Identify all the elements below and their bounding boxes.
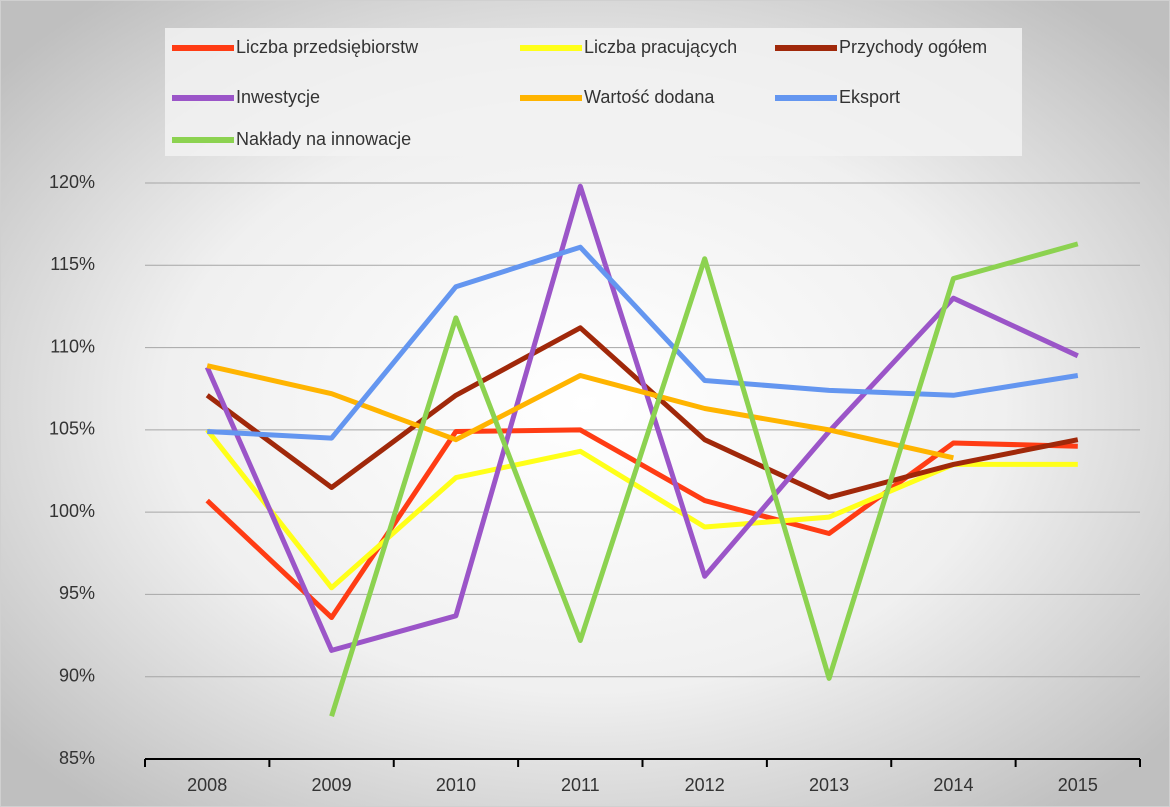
x-tick-label: 2008: [187, 775, 227, 795]
x-tick-label: 2009: [312, 775, 352, 795]
x-tick-label: 2011: [561, 775, 600, 795]
series-line: [205, 428, 1078, 591]
y-tick-label: 85%: [59, 748, 95, 768]
legend-box: [165, 28, 1022, 156]
x-tick-label: 2012: [685, 775, 725, 795]
legend-label: Liczba pracujących: [584, 37, 737, 57]
legend-label: Wartość dodana: [584, 87, 715, 107]
y-tick-label: 105%: [49, 419, 95, 439]
series-line: [206, 363, 954, 461]
legend-label: Liczba przedsiębiorstw: [236, 37, 419, 57]
x-tick-label: 2015: [1058, 775, 1098, 795]
series-line: [329, 241, 1079, 717]
series-line: [205, 427, 1078, 620]
legend-label: Eksport: [839, 87, 900, 107]
y-tick-label: 120%: [49, 172, 95, 192]
y-tick-label: 110%: [50, 336, 95, 356]
y-tick-label: 115%: [50, 254, 95, 274]
legend-label: Inwestycje: [236, 87, 320, 107]
y-tick-label: 95%: [59, 583, 95, 603]
x-tick-label: 2010: [436, 775, 476, 795]
y-tick-label: 90%: [59, 665, 95, 685]
series-line: [207, 244, 1079, 441]
legend-label: Nakłady na innowacje: [236, 129, 411, 149]
x-tick-label: 2014: [933, 775, 973, 795]
x-tick-label: 2013: [809, 775, 849, 795]
legend-label: Przychody ogółem: [839, 37, 987, 57]
y-tick-label: 100%: [49, 501, 95, 521]
